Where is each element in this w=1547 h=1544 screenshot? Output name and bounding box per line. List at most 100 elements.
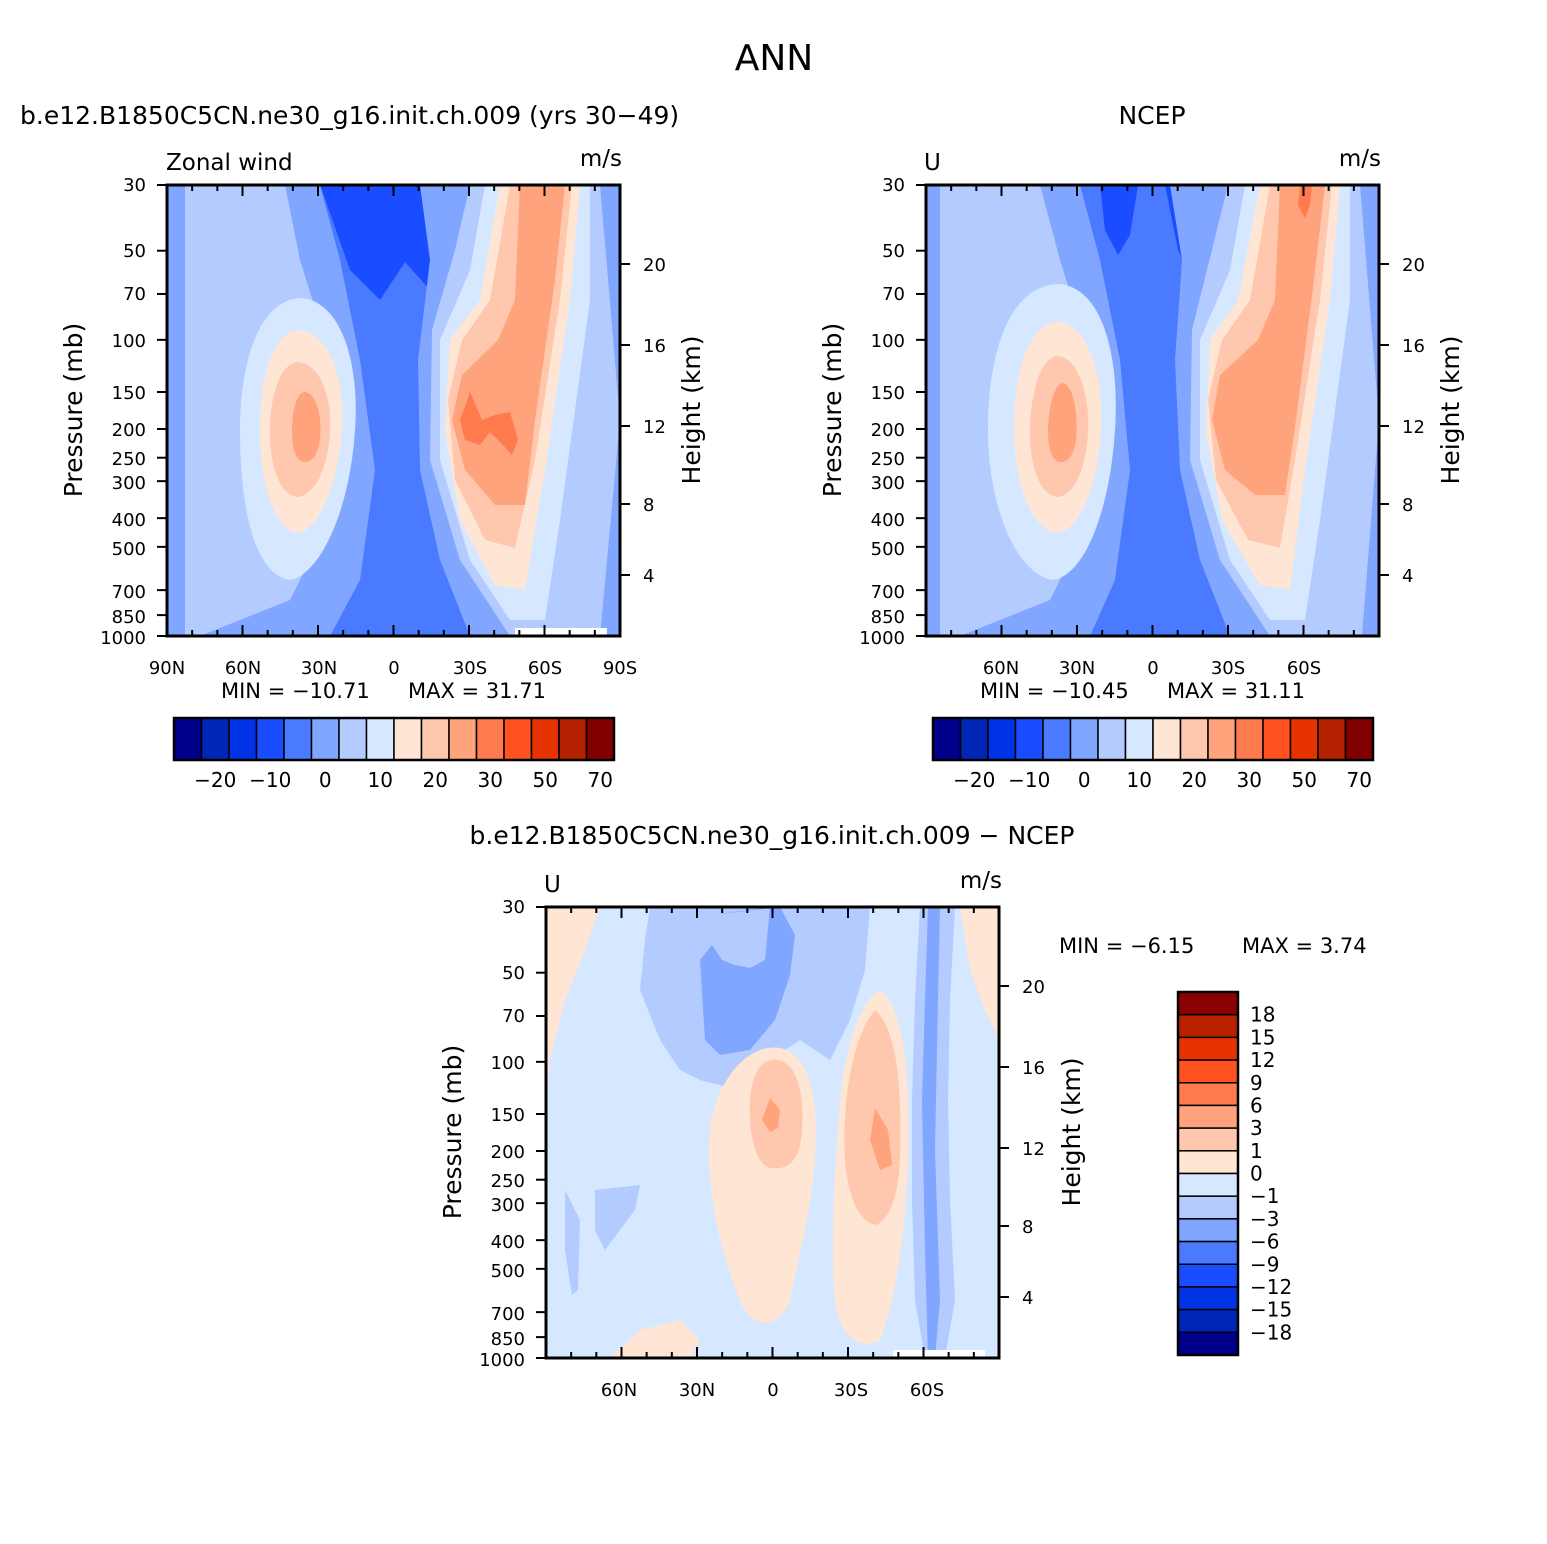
colorbar-label: −1: [1250, 1184, 1279, 1208]
contour-band-salmon-east: [1212, 185, 1325, 495]
colorbar-swatch: [310, 717, 340, 761]
pressure-tick-label: 50: [123, 241, 146, 262]
colorbar-swatch: [1177, 1308, 1239, 1334]
colorbar-label: 0: [1078, 768, 1091, 792]
pressure-tick-label: 1000: [479, 1350, 525, 1371]
min-readout: MIN = −10.45: [980, 679, 1129, 703]
colorbar-label: 20: [1182, 768, 1207, 792]
colorbar-label: 1: [1250, 1139, 1263, 1163]
panel-left-label: Zonal wind: [166, 150, 293, 176]
pressure-tick-label: 100: [491, 1053, 525, 1074]
colorbar-label: 20: [423, 768, 448, 792]
colorbar-swatch: [1152, 717, 1182, 761]
height-axis-label: Height (km): [1436, 336, 1465, 485]
colorbar-swatch: [255, 717, 285, 761]
height-axis: 20 16 12 8 4 Height (km): [643, 255, 706, 587]
x-tick-label: 60S: [910, 1380, 944, 1401]
x-tick-label: 90N: [149, 658, 185, 679]
colorbar-swatch: [1179, 717, 1209, 761]
pressure-tick-label: 500: [112, 539, 146, 560]
colorbar-label: −10: [249, 768, 291, 792]
pressure-tick-label: 700: [491, 1304, 525, 1325]
min-readout: MIN = −6.15: [1059, 934, 1194, 958]
x-axis: 90N 60N 30N 0 30S 60S 90S: [149, 658, 637, 679]
missing-data-band: [515, 628, 607, 636]
pressure-tick-label: 300: [491, 1195, 525, 1216]
panel-units-label: m/s: [1339, 146, 1381, 172]
contour-field: [926, 185, 1379, 636]
pressure-tick-label: 150: [871, 383, 905, 404]
colorbar-label: 6: [1250, 1093, 1263, 1117]
colorbar-model: −20 −10 0 10 20 30 50 70: [172, 716, 616, 792]
colorbar-swatch: [228, 717, 258, 761]
colorbar-label: 30: [1237, 768, 1262, 792]
x-tick-label: 60N: [601, 1380, 637, 1401]
colorbar-label: 18: [1250, 1003, 1275, 1027]
colorbar-label: −20: [194, 768, 236, 792]
pressure-tick-label: 1000: [859, 628, 905, 649]
x-tick-label: 30N: [301, 658, 337, 679]
pressure-tick-label: 850: [871, 607, 905, 628]
colorbar-swatch: [1177, 1331, 1239, 1356]
colorbar-swatch: [1177, 1263, 1239, 1288]
pressure-tick-label: 1000: [100, 628, 146, 649]
pressure-tick-label: 850: [491, 1329, 525, 1350]
pressure-tick-label: 500: [491, 1261, 525, 1282]
contour-band-orange-east: [1298, 185, 1312, 218]
colorbar-label: 70: [588, 768, 613, 792]
contour-band-light-blue-north: [700, 907, 795, 1055]
x-tick-label: 30S: [453, 658, 487, 679]
pressure-tick-label: 50: [502, 963, 525, 984]
pressure-tick-label: 400: [491, 1232, 525, 1253]
colorbar-label: 9: [1250, 1071, 1263, 1095]
contour-band-salmon-south: [870, 1108, 892, 1170]
colorbar-label: −10: [1008, 768, 1050, 792]
colorbar-swatch: [1177, 991, 1239, 1016]
x-tick-label: 60S: [528, 658, 562, 679]
height-tick-label: 8: [1402, 495, 1413, 516]
contour-band-pale-blue-west-column: [565, 1190, 580, 1295]
panel-model: b.e12.B1850C5CN.ne30_g16.init.ch.009 (yr…: [20, 101, 706, 703]
colorbar-swatch: [393, 717, 423, 761]
pressure-tick-label: 400: [112, 510, 146, 531]
panel-title: NCEP: [1118, 101, 1185, 130]
panel-title: b.e12.B1850C5CN.ne30_g16.init.ch.009 − N…: [470, 821, 1075, 850]
pressure-tick-label: 300: [112, 473, 146, 494]
colorbar-swatch: [1042, 717, 1072, 761]
colorbar-label: −12: [1250, 1275, 1292, 1299]
x-tick-label: 0: [1147, 658, 1158, 679]
panel-units-label: m/s: [580, 146, 622, 172]
height-tick-label: 4: [1402, 566, 1413, 587]
contour-band-pale-blue-west-patch: [595, 1185, 640, 1250]
pressure-axis: 30 50 70 100 150 200 250 300 400 500 700…: [438, 897, 525, 1371]
pressure-tick-label: 70: [882, 284, 905, 305]
height-tick-label: 12: [1402, 417, 1425, 438]
pressure-tick-label: 200: [112, 420, 146, 441]
colorbar-label: −9: [1250, 1252, 1279, 1276]
colorbar-swatch: [1289, 717, 1319, 761]
colorbar-swatch: [420, 717, 450, 761]
colorbar-swatch: [1177, 1286, 1239, 1311]
colorbar-swatch: [987, 717, 1017, 761]
colorbar-label: 10: [1127, 768, 1152, 792]
colorbar-swatch: [1014, 717, 1044, 761]
contour-band-cream-east-edge: [960, 907, 999, 1040]
colorbar-swatch: [1207, 717, 1237, 761]
pressure-axis: 30 50 70 100 150 200 250 300 400 500 700…: [59, 175, 146, 649]
colorbar-swatch: [1124, 717, 1154, 761]
contour-band-salmon-west: [292, 392, 321, 462]
pressure-tick-label: 100: [112, 331, 146, 352]
pressure-tick-label: 50: [882, 241, 905, 262]
colorbar-swatch: [448, 717, 478, 761]
colorbar-swatch: [1262, 717, 1292, 761]
pressure-axis-label: Pressure (mb): [59, 323, 88, 497]
pressure-tick-label: 300: [871, 473, 905, 494]
colorbar-swatch: [1177, 1240, 1239, 1265]
x-tick-label: 30S: [1211, 658, 1245, 679]
colorbar-swatch: [1177, 1195, 1239, 1220]
height-tick-label: 16: [643, 336, 666, 357]
colorbar-frame: [172, 716, 616, 762]
x-tick-label: 0: [767, 1380, 778, 1401]
colorbar-swatch: [1177, 1172, 1239, 1197]
pressure-axis-label: Pressure (mb): [818, 323, 847, 497]
